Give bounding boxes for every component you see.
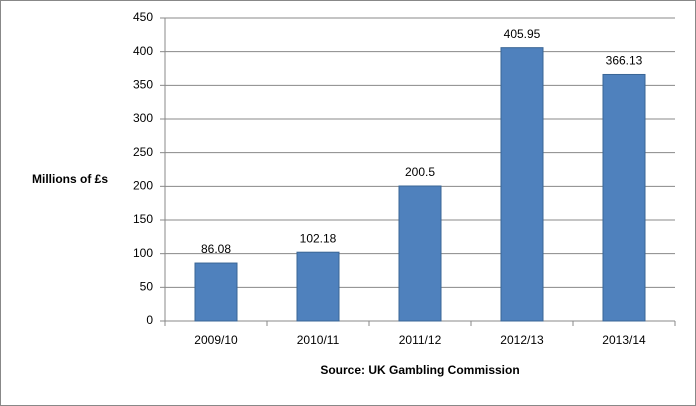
y-tick-label: 100 — [133, 246, 153, 260]
y-tick-label: 0 — [146, 313, 153, 327]
bar — [296, 251, 340, 322]
x-tick-label: 2013/14 — [602, 333, 646, 347]
data-label: 405.95 — [504, 27, 541, 41]
x-axis-label: Source: UK Gambling Commission — [320, 363, 519, 377]
x-tick-label: 2010/11 — [297, 333, 340, 347]
y-tick-label: 300 — [133, 111, 153, 125]
bar — [500, 47, 544, 322]
y-tick-label: 450 — [133, 10, 153, 24]
y-tick-label: 150 — [133, 212, 153, 226]
x-tick-label: 2012/13 — [500, 333, 544, 347]
bar — [194, 262, 238, 322]
data-label: 86.08 — [201, 242, 231, 256]
bar — [398, 185, 442, 322]
y-tick-label: 250 — [133, 145, 153, 159]
bar — [602, 73, 646, 322]
y-tick-label: 50 — [140, 280, 154, 294]
y-tick-label: 400 — [133, 44, 153, 58]
data-label: 102.18 — [300, 231, 337, 245]
y-axis-label: Millions of £s — [32, 172, 108, 186]
x-tick-label: 2009/10 — [194, 333, 238, 347]
data-label: 200.5 — [405, 165, 435, 179]
x-tick-label: 2011/12 — [399, 333, 442, 347]
y-tick-label: 200 — [133, 179, 153, 193]
y-tick-label: 350 — [133, 78, 153, 92]
data-label: 366.13 — [606, 54, 643, 68]
